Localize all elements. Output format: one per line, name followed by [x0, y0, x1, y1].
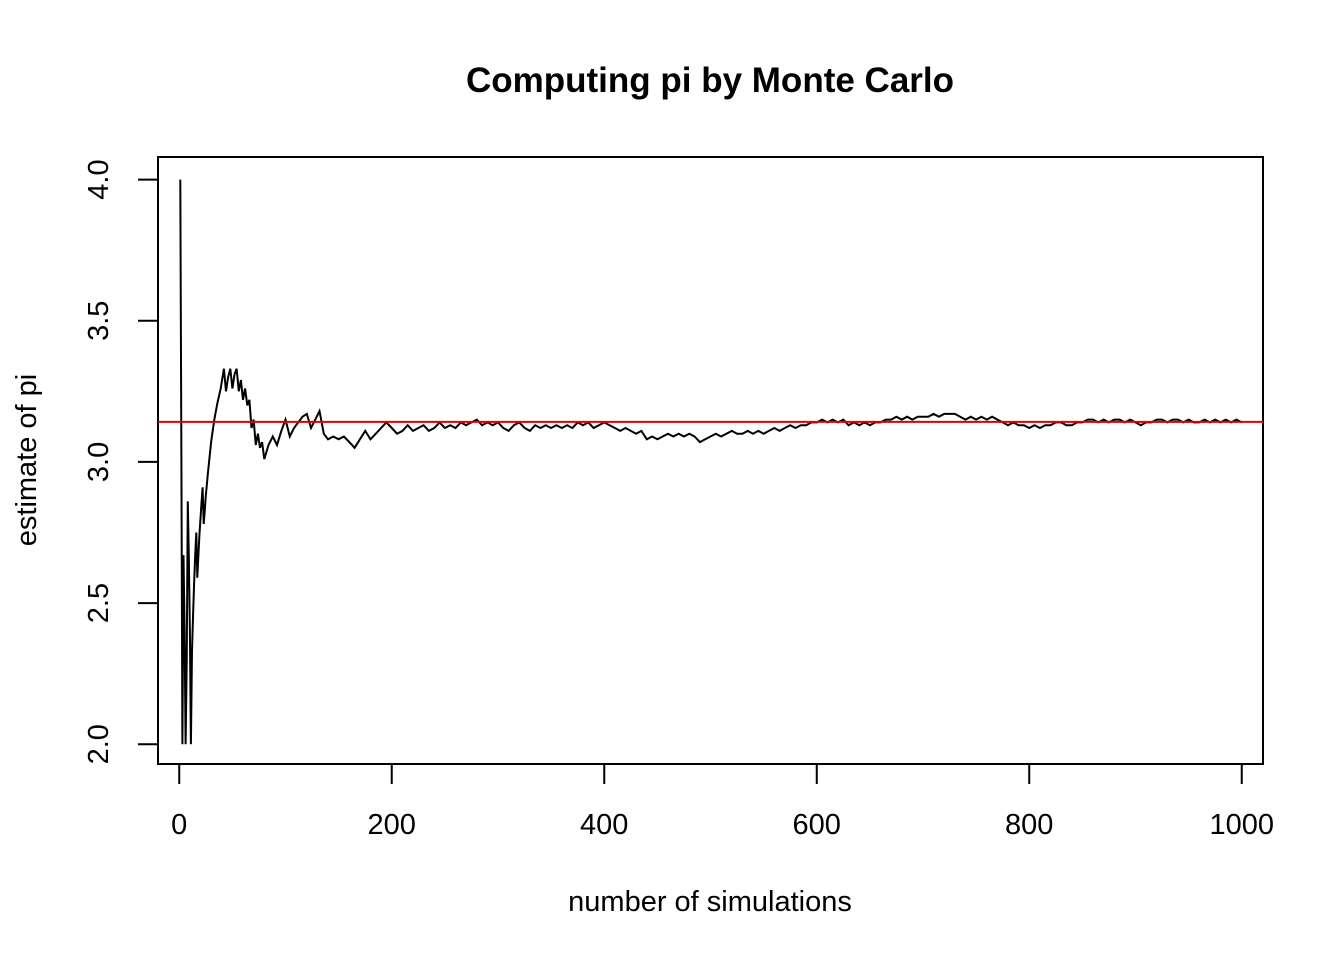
x-axis-label: number of simulations: [568, 886, 852, 918]
x-tick-label: 1000: [1209, 809, 1274, 841]
x-tick-label: 600: [793, 809, 841, 841]
y-axis: 2.0 2.5 3.0 3.5 4.0: [83, 159, 159, 764]
chart-title: Computing pi by Monte Carlo: [466, 61, 954, 100]
x-tick-label: 0: [171, 809, 187, 841]
plot-area: [158, 179, 1263, 745]
y-axis-label: estimate of pi: [11, 374, 43, 546]
y-tick-label: 2.5: [83, 583, 115, 623]
x-tick-label: 200: [368, 809, 416, 841]
y-tick-label: 3.5: [83, 301, 115, 341]
x-tick-label: 800: [1005, 809, 1053, 841]
y-tick-label: 2.0: [83, 724, 115, 764]
x-axis: 0 200 400 600 800 1000: [171, 763, 1274, 841]
x-tick-label: 400: [580, 809, 628, 841]
plot-frame: [157, 156, 1264, 765]
y-tick-label: 4.0: [83, 159, 115, 199]
series-line: [179, 179, 1243, 745]
y-tick-label: 3.0: [83, 442, 115, 482]
